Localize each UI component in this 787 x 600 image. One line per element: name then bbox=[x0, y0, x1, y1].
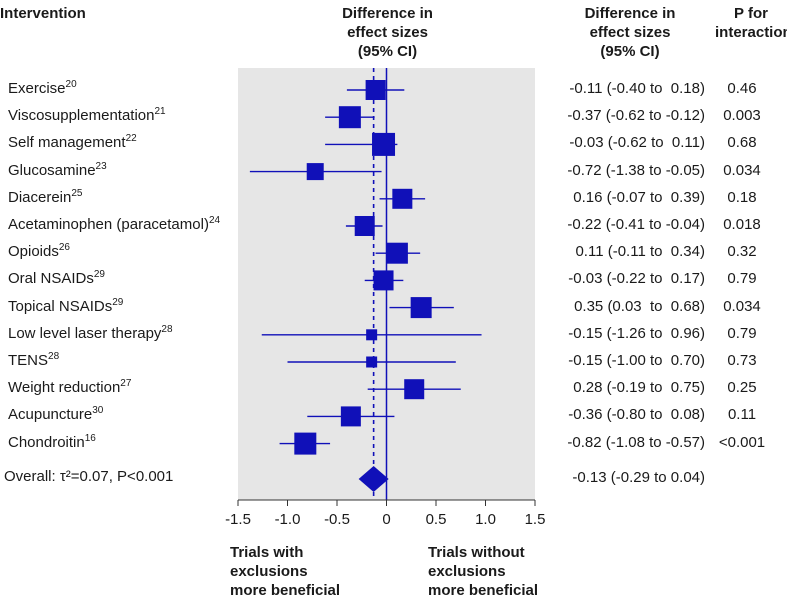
intervention-header: Intervention bbox=[0, 5, 86, 22]
p-value: 0.25 bbox=[727, 379, 757, 397]
x-tick-label: 1.0 bbox=[475, 511, 496, 528]
x-tick-label: 0 bbox=[382, 511, 390, 528]
effect-square bbox=[306, 163, 324, 181]
intervention-label: Diacerein25 bbox=[8, 187, 83, 206]
x-tick-label: 0.5 bbox=[426, 511, 447, 528]
right-direction-label: Trials without exclusions more beneficia… bbox=[428, 544, 539, 599]
x-tick-label: -1.0 bbox=[275, 511, 301, 528]
effect-square bbox=[392, 188, 413, 209]
ci-value: -0.15 (-1.26 to 0.96) bbox=[568, 324, 705, 342]
p-value: 0.46 bbox=[727, 80, 757, 97]
x-tick-label: 1.5 bbox=[525, 511, 546, 528]
effect-square bbox=[294, 432, 317, 455]
ci-value: -0.03 (-0.22 to 0.17) bbox=[568, 270, 705, 288]
ci-value: -0.82 (-1.08 to -0.57) bbox=[567, 433, 705, 451]
ci-value: 0.35 (0.03 to 0.68) bbox=[574, 297, 705, 315]
effect-square bbox=[354, 216, 375, 236]
overall-ci-value: -0.13 (-0.29 to 0.04) bbox=[572, 469, 705, 486]
overall-label: Overall: τ²=0.07, P<0.001 bbox=[4, 468, 174, 485]
intervention-label: TENS28 bbox=[8, 351, 60, 369]
ci-value: -0.03 (-0.62 to 0.11) bbox=[569, 134, 705, 152]
p-value: 0.79 bbox=[727, 270, 757, 288]
p-value: 0.11 bbox=[727, 406, 757, 424]
ci-value: -0.36 (-0.80 to 0.08) bbox=[568, 406, 705, 424]
effect-square bbox=[410, 297, 432, 319]
intervention-label: Exercise20 bbox=[8, 79, 77, 97]
p-value: 0.018 bbox=[723, 216, 761, 233]
ci-value: -0.72 (-1.38 to -0.05) bbox=[567, 161, 705, 179]
intervention-label: Oral NSAIDs29 bbox=[8, 269, 105, 288]
intervention-label: Acetaminophen (paracetamol)24 bbox=[8, 215, 221, 233]
intervention-label: Viscosupplementation21 bbox=[8, 106, 166, 125]
ci-value: -0.37 (-0.62 to -0.12) bbox=[567, 107, 705, 125]
ci-value: -0.22 (-0.41 to -0.04) bbox=[567, 216, 705, 233]
x-tick-label: -1.5 bbox=[225, 511, 251, 528]
ci-value: 0.28 (-0.19 to 0.75) bbox=[573, 379, 705, 397]
intervention-label: Acupuncture30 bbox=[8, 405, 104, 424]
p-interaction-header: P for interaction bbox=[715, 5, 787, 41]
p-value: 0.68 bbox=[727, 134, 757, 152]
intervention-label: Opioids26 bbox=[8, 242, 70, 261]
p-value: 0.18 bbox=[727, 188, 757, 206]
effect-size-header: Difference in effect sizes (95% CI) bbox=[342, 5, 433, 60]
x-tick-label: -0.5 bbox=[324, 511, 350, 528]
effect-square bbox=[386, 242, 408, 264]
effect-square bbox=[404, 379, 425, 400]
ci-value: -0.15 (-1.00 to 0.70) bbox=[568, 352, 705, 369]
effect-square bbox=[340, 406, 361, 427]
ci-column-header: Difference in effect sizes (95% CI) bbox=[584, 5, 676, 60]
effect-square bbox=[338, 106, 361, 129]
overall-diamond bbox=[358, 466, 389, 492]
ci-value: 0.16 (-0.07 to 0.39) bbox=[573, 188, 705, 206]
p-value: 0.73 bbox=[727, 352, 757, 369]
intervention-label: Self management22 bbox=[8, 133, 137, 152]
effect-square bbox=[365, 80, 386, 100]
effect-square bbox=[373, 270, 394, 291]
intervention-label: Topical NSAIDs29 bbox=[8, 296, 124, 315]
intervention-label: Chondroitin16 bbox=[8, 432, 96, 451]
p-value: 0.79 bbox=[727, 324, 757, 342]
effect-square bbox=[366, 329, 378, 341]
p-value: 0.003 bbox=[723, 107, 761, 125]
p-value: 0.034 bbox=[723, 161, 761, 179]
intervention-label: Low level laser therapy28 bbox=[8, 323, 173, 342]
ci-value: 0.11 (-0.11 to 0.34) bbox=[575, 243, 705, 261]
p-value: 0.034 bbox=[723, 297, 761, 315]
p-value: <0.001 bbox=[718, 433, 766, 451]
ci-value: -0.11 (-0.40 to 0.18) bbox=[569, 80, 705, 97]
effect-square bbox=[366, 356, 378, 368]
effect-square bbox=[372, 132, 396, 156]
intervention-label: Weight reduction27 bbox=[8, 378, 132, 397]
p-value: 0.32 bbox=[727, 243, 757, 261]
left-direction-label: Trials with exclusions more beneficial bbox=[230, 544, 341, 599]
intervention-label: Glucosamine23 bbox=[8, 160, 107, 179]
